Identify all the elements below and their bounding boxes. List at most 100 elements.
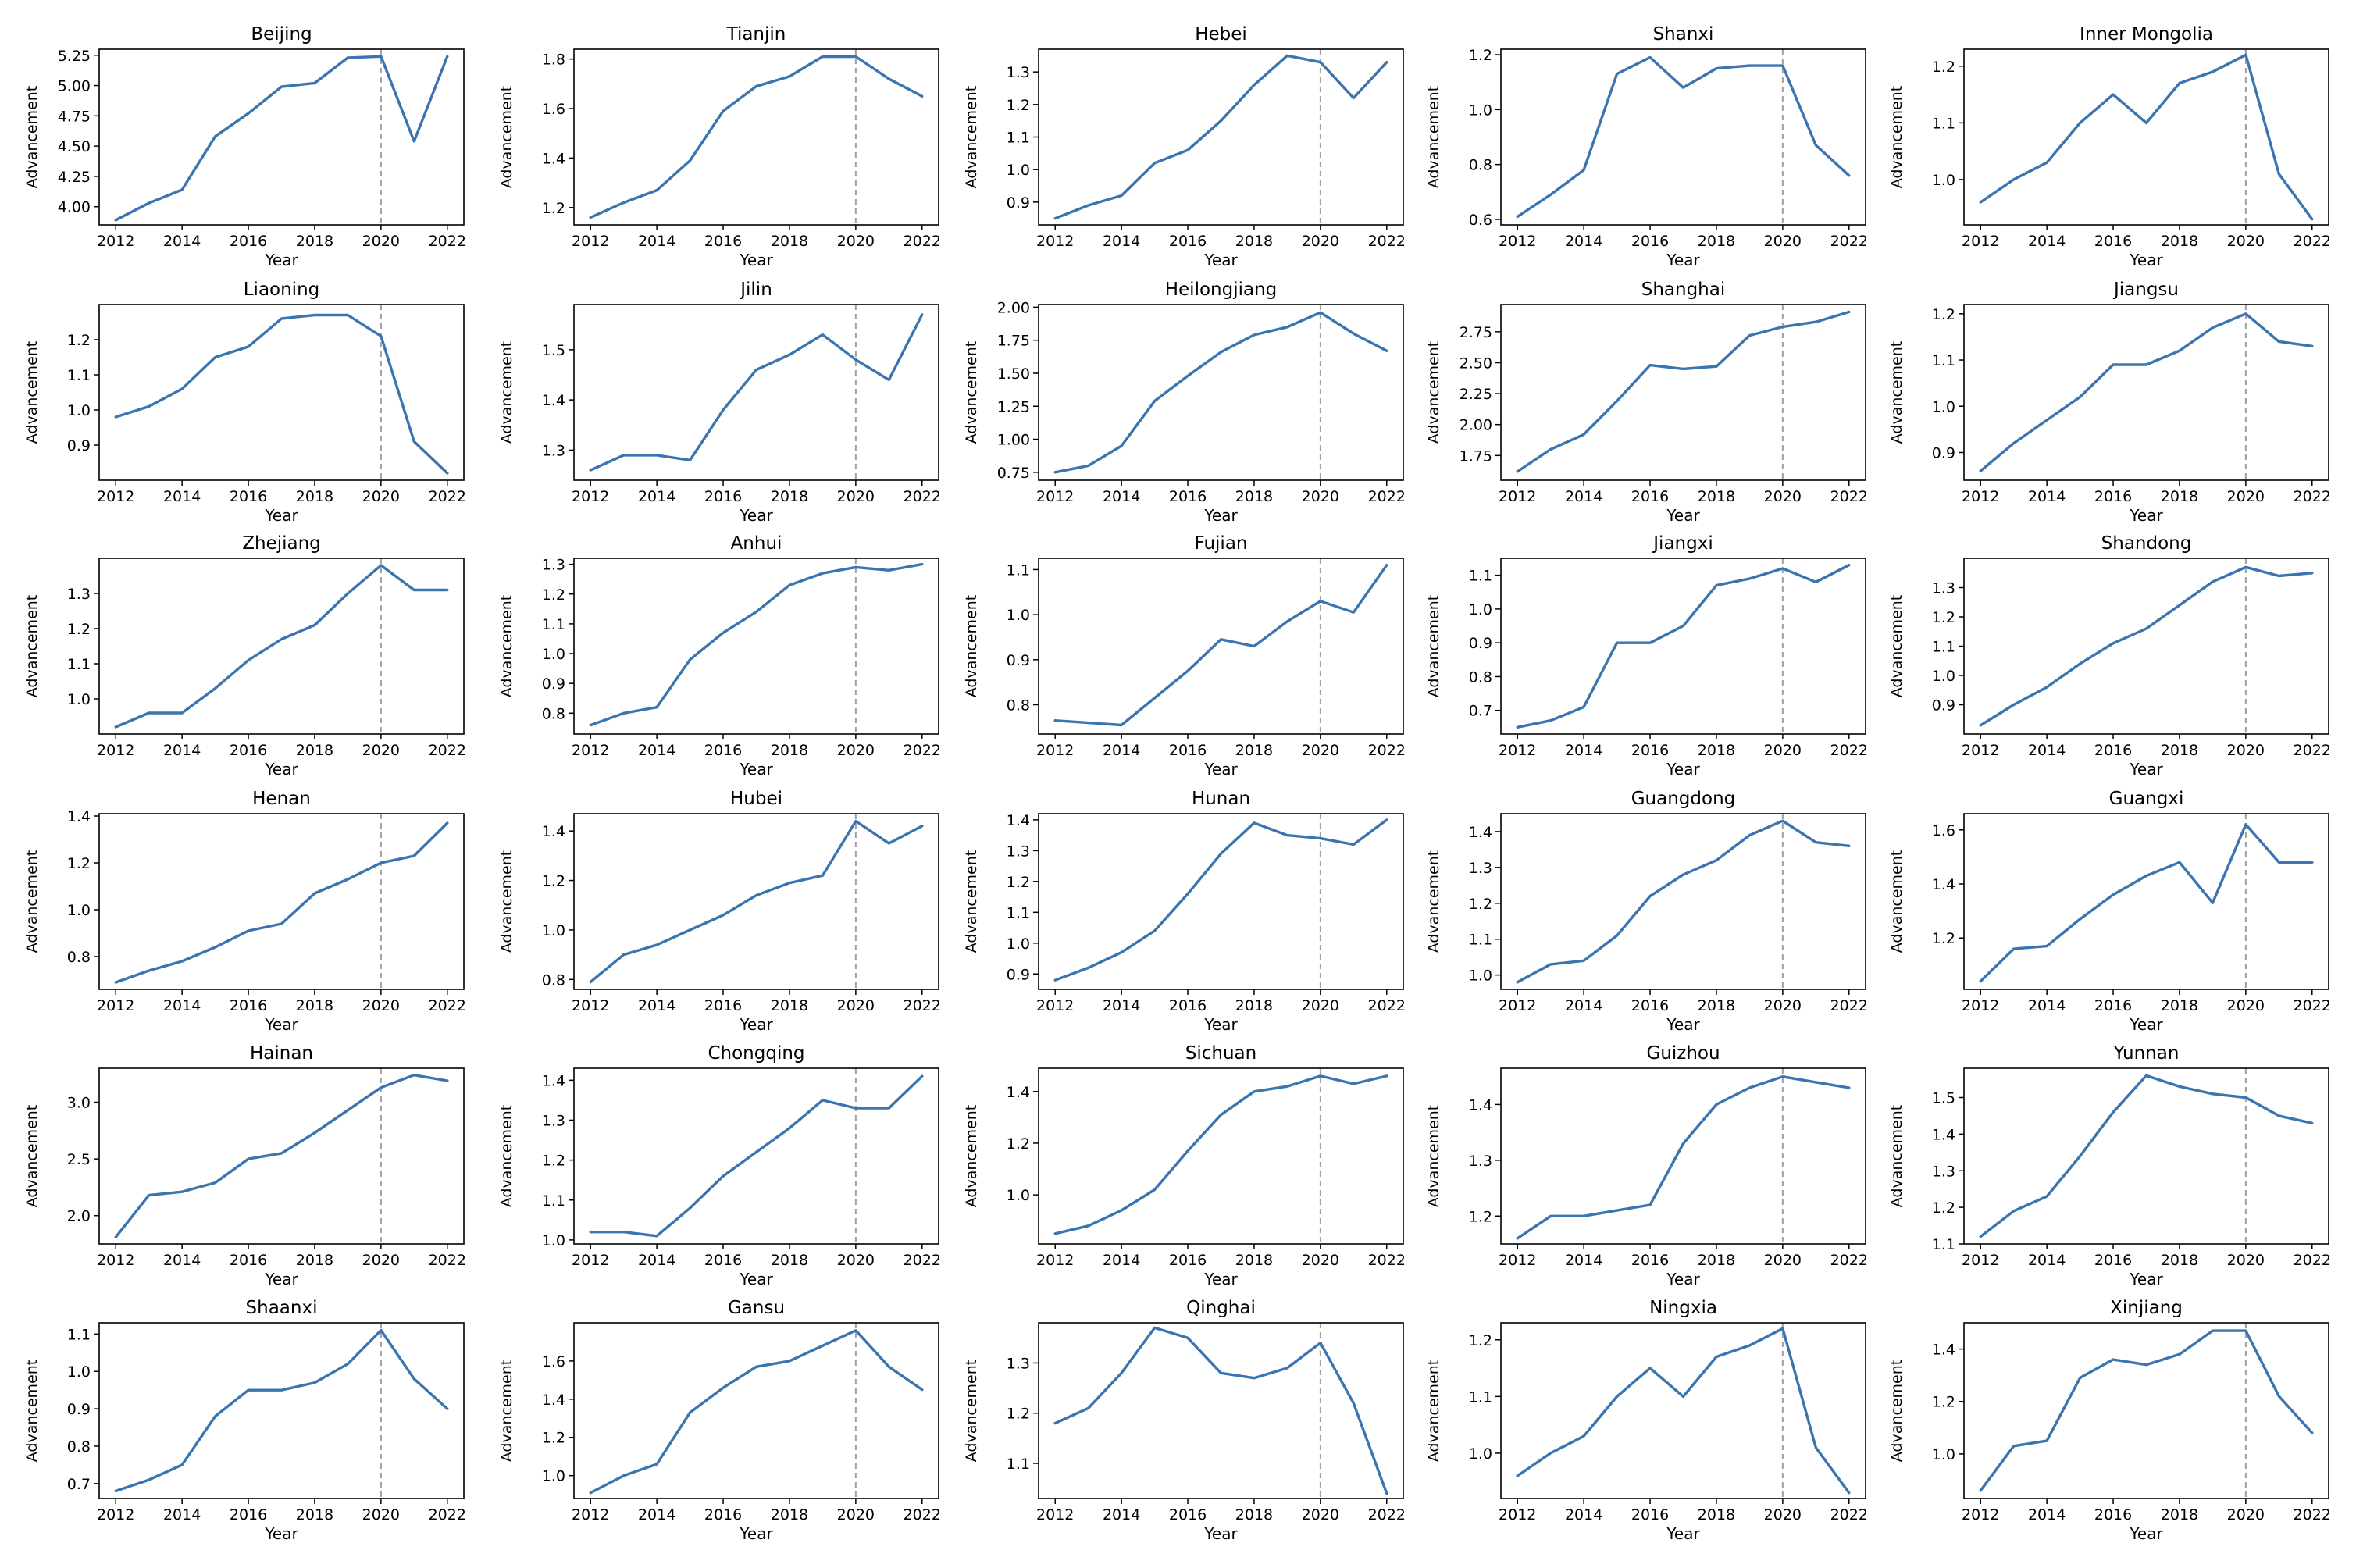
- series-line: [1053, 564, 1388, 727]
- y-tick-label: 2.00: [1460, 417, 1492, 434]
- y-axis-label: Advancement: [1425, 850, 1442, 953]
- y-tick-label: 1.0: [1469, 1445, 1492, 1463]
- x-tick-label: 2018: [2161, 1252, 2198, 1269]
- subplot-title: Xinjiang: [2110, 1298, 2183, 1318]
- x-tick-label: 2016: [2094, 1252, 2132, 1269]
- y-tick-label: 2.75: [1460, 324, 1492, 341]
- x-tick-label: 2022: [1830, 1252, 1868, 1269]
- x-tick-label: 2014: [163, 1506, 201, 1523]
- x-tick-label: 2014: [163, 742, 201, 759]
- y-axis-label: Advancement: [963, 341, 980, 444]
- y-tick-label: 1.3: [542, 442, 565, 459]
- y-tick-label: 0.9: [1007, 652, 1030, 669]
- subplot-title: Gansu: [728, 1298, 785, 1318]
- y-tick-label: 1.5: [542, 342, 565, 359]
- y-tick-label: 1.2: [1469, 47, 1492, 64]
- x-tick-label: 2022: [2294, 488, 2331, 505]
- x-tick-label: 2012: [1499, 233, 1536, 250]
- y-tick-label: 1.2: [67, 332, 91, 349]
- y-tick-label: 1.2: [1007, 97, 1030, 114]
- x-axis-label: Year: [1203, 1270, 1238, 1288]
- x-tick-label: 2020: [1764, 742, 1802, 759]
- y-tick-label: 1.1: [1007, 561, 1030, 579]
- y-tick-label: 1.75: [997, 333, 1030, 350]
- y-tick-label: 1.2: [1932, 306, 1955, 323]
- x-tick-label: 2016: [704, 233, 742, 250]
- y-axis-label: Advancement: [1425, 86, 1442, 188]
- series-line: [589, 55, 924, 219]
- y-tick-label: 1.0: [1007, 1187, 1030, 1204]
- x-axis-label: Year: [264, 1270, 298, 1288]
- y-tick-label: 1.4: [542, 1072, 565, 1089]
- y-tick-label: 1.2: [542, 200, 565, 217]
- x-tick-label: 2018: [1235, 997, 1273, 1014]
- x-tick-label: 2014: [638, 1506, 675, 1523]
- y-tick-label: 2.0: [67, 1208, 91, 1225]
- x-tick-label: 2014: [163, 1252, 201, 1269]
- subplot-title: Guangdong: [1631, 789, 1736, 809]
- y-axis-label: Advancement: [963, 86, 980, 188]
- x-tick-label: 2018: [2161, 488, 2198, 505]
- subplot-title: Jilin: [739, 280, 772, 300]
- x-tick-label: 2022: [429, 742, 466, 759]
- x-axis-label: Year: [1666, 251, 1700, 269]
- x-tick-label: 2014: [2028, 233, 2066, 250]
- x-tick-label: 2020: [362, 1252, 400, 1269]
- x-axis-label: Year: [264, 760, 298, 779]
- x-tick-label: 2018: [2161, 233, 2198, 250]
- series-line: [1516, 55, 1851, 219]
- x-axis-label: Year: [264, 1015, 298, 1034]
- y-tick-label: 0.9: [1007, 966, 1030, 983]
- x-tick-label: 2012: [97, 488, 134, 505]
- y-tick-label: 1.0: [1007, 162, 1030, 179]
- x-tick-label: 2018: [1235, 1506, 1273, 1523]
- y-axis-label: Advancement: [963, 1360, 980, 1462]
- y-tick-label: 1.2: [1932, 930, 1955, 947]
- subplot-title: Guangxi: [2109, 789, 2184, 809]
- y-axis-label: Advancement: [23, 341, 41, 444]
- y-tick-label: 5.25: [58, 48, 91, 65]
- y-axis-label: Advancement: [1425, 595, 1442, 697]
- plot-frame: [1038, 304, 1404, 481]
- x-tick-label: 2012: [1036, 488, 1074, 505]
- y-tick-label: 1.4: [542, 823, 565, 840]
- y-tick-label: 1.1: [1007, 1456, 1030, 1473]
- y-tick-label: 0.7: [67, 1476, 91, 1493]
- x-tick-label: 2016: [1631, 997, 1669, 1014]
- series-line: [114, 1328, 449, 1493]
- x-tick-label: 2018: [771, 742, 808, 759]
- x-axis-label: Year: [2129, 1270, 2163, 1288]
- y-tick-label: 1.0: [1932, 398, 1955, 415]
- series-line: [1516, 1327, 1851, 1495]
- y-tick-label: 1.4: [1932, 876, 1955, 893]
- x-axis-label: Year: [1203, 1524, 1238, 1543]
- x-tick-label: 2014: [1103, 997, 1140, 1014]
- x-axis-label: Year: [2129, 1015, 2163, 1034]
- x-tick-label: 2018: [1235, 233, 1273, 250]
- x-axis-label: Year: [739, 506, 773, 525]
- y-tick-label: 1.3: [542, 557, 565, 574]
- x-tick-label: 2018: [1235, 1252, 1273, 1269]
- plot-frame: [1500, 813, 1866, 990]
- subplot-guangdong: Guangdong 2012 2014 2016 2018 2020 2022 1.0 1.1 1…: [1425, 789, 1868, 1034]
- series-line: [589, 562, 924, 727]
- x-tick-label: 2012: [1962, 742, 1999, 759]
- y-tick-label: 1.1: [1469, 932, 1492, 949]
- y-axis-label: Advancement: [963, 1105, 980, 1207]
- x-tick-label: 2012: [1499, 1506, 1536, 1523]
- x-tick-label: 2018: [1698, 1252, 1735, 1269]
- plot-frame: [1500, 304, 1866, 481]
- subplot-title: Yunnan: [2113, 1043, 2180, 1064]
- x-tick-label: 2022: [1368, 997, 1406, 1014]
- x-tick-label: 2022: [1830, 488, 1868, 505]
- x-tick-label: 2018: [1698, 488, 1735, 505]
- y-tick-label: 1.1: [1007, 130, 1030, 147]
- plot-frame: [1038, 1322, 1404, 1499]
- x-tick-label: 2020: [1302, 1252, 1339, 1269]
- x-tick-label: 2014: [1103, 1252, 1140, 1269]
- y-tick-label: 5.00: [58, 78, 91, 95]
- plot-frame: [1038, 558, 1404, 735]
- subplot-xinjiang: Xinjiang 2012 2014 2016 2018 2020 2022 1.0 1.2 1.…: [1888, 1298, 2331, 1543]
- x-tick-label: 2020: [1302, 742, 1339, 759]
